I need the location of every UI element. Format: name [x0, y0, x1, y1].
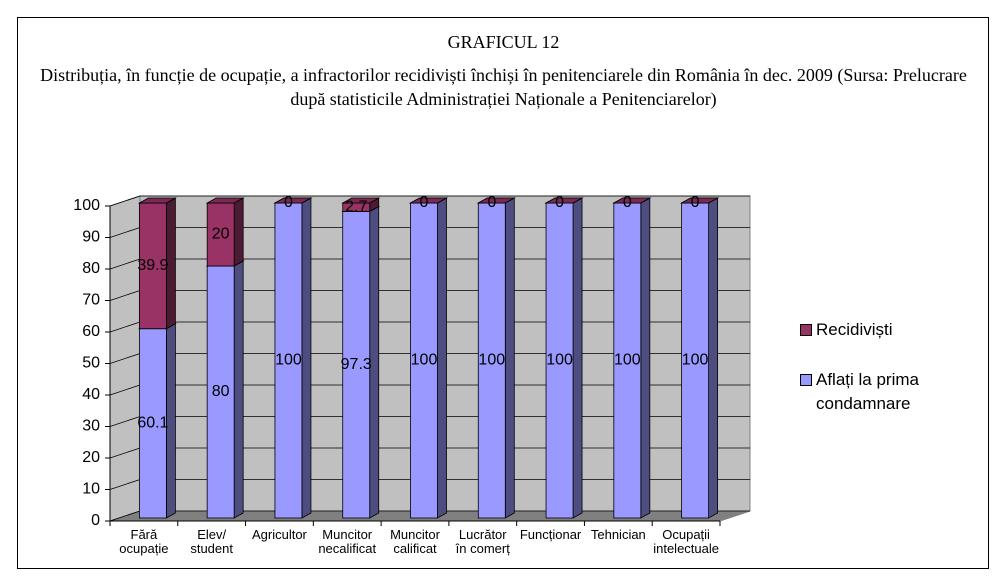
data-label: 0	[555, 194, 564, 211]
data-label: 80	[212, 383, 230, 400]
x-tick-label: Elev/student	[190, 527, 233, 556]
bar-top	[273, 197, 313, 204]
data-label: 0	[623, 194, 632, 211]
x-tick-label-line: calificat	[393, 541, 437, 556]
data-label: 100	[411, 352, 438, 369]
bar-top	[476, 197, 516, 204]
x-tick-label: Agricultor	[252, 527, 308, 542]
x-tick-label-line: în comerț	[455, 541, 511, 556]
y-tick-label: 20	[82, 449, 100, 466]
x-tick-label-line: intelectuale	[653, 541, 719, 556]
chart-title: GRAFICUL 12	[447, 32, 560, 52]
x-tick-label-line: ocupație	[119, 541, 168, 556]
x-tick-label: Muncitor calificat	[390, 527, 441, 556]
chart-frame	[17, 17, 989, 569]
bar-side	[301, 197, 312, 519]
data-label: 100	[682, 352, 709, 369]
x-tick-label: Lucrător în comerț	[455, 527, 511, 556]
bar-top	[680, 197, 720, 204]
legend-label: Aflați la prima condamnare	[816, 370, 919, 413]
bar-side	[708, 197, 719, 519]
y-tick-label: 60	[82, 323, 100, 340]
bar	[138, 202, 167, 330]
x-tick-label-line: Agricultor	[252, 527, 308, 542]
data-label: 39.9	[137, 257, 168, 274]
bar-top	[205, 197, 245, 204]
data-label: 0	[691, 194, 700, 211]
x-tick-label-line: necalificat	[318, 541, 376, 556]
data-label: 100	[546, 352, 573, 369]
y-tick-label: 40	[82, 386, 100, 403]
data-label: 2.7	[345, 198, 367, 215]
x-tick-label-line: Lucrător	[459, 527, 507, 542]
legend-swatch	[800, 374, 812, 386]
data-label: 100	[275, 352, 302, 369]
data-label: 100	[614, 352, 641, 369]
chart-subtitle: Distribuția, în funcție de ocupație, a i…	[40, 65, 967, 109]
legend-item: Recidiviști	[800, 318, 985, 342]
y-tick-label: 50	[82, 355, 100, 372]
bar-top	[341, 197, 381, 204]
y-tick-label: 0	[91, 512, 100, 529]
bar	[274, 202, 303, 519]
x-tick-label-line: Muncitor	[322, 527, 373, 542]
legend-item: Aflați la prima condamnare	[800, 368, 985, 416]
x-tick-label: Funcționar	[520, 527, 582, 542]
x-tick-label-line: Muncitor	[390, 527, 441, 542]
data-label: 97.3	[341, 356, 372, 373]
bar-side	[572, 197, 583, 519]
bar-side	[233, 197, 244, 267]
grid-line	[109, 195, 750, 207]
data-label: 0	[420, 194, 429, 211]
bar-side	[233, 260, 244, 519]
bar	[138, 328, 167, 519]
bar	[545, 202, 574, 519]
bar	[681, 202, 710, 519]
bar-top	[408, 197, 449, 204]
x-tick-label: Fără ocupație	[119, 527, 168, 556]
data-label: 0	[487, 194, 496, 211]
y-tick-label: 70	[82, 292, 100, 309]
bar-side	[640, 197, 651, 519]
data-label: 0	[284, 194, 293, 211]
x-tick-label-line: student	[190, 541, 233, 556]
legend-label: Recidiviști	[816, 320, 893, 339]
y-tick-label: 80	[82, 260, 100, 277]
legend-swatch	[800, 324, 812, 336]
bar-top	[544, 197, 584, 204]
bar-side	[437, 197, 447, 519]
bar	[206, 202, 235, 267]
x-tick-label-line: Ocupații	[662, 527, 710, 542]
x-tick-label-line: Funcționar	[520, 527, 582, 542]
x-tick-label: Muncitor necalificat	[318, 527, 376, 556]
legend: Recidiviști Aflați la prima condamnare	[800, 318, 985, 442]
y-tick-label: 90	[82, 229, 100, 246]
bar-top	[612, 197, 652, 204]
y-tick-label: 10	[82, 481, 100, 498]
x-tick-label-line: Elev/	[197, 527, 226, 542]
y-tick-label: 100	[73, 197, 100, 214]
bar	[410, 202, 438, 519]
data-label: 60.1	[137, 415, 168, 432]
x-tick-label: Tehnician	[591, 527, 646, 542]
bar-side	[504, 197, 515, 519]
y-tick-label: 30	[82, 418, 100, 435]
x-tick-label-line: Fără	[131, 527, 159, 542]
bar-top	[137, 197, 177, 204]
bar	[206, 265, 235, 519]
bar	[613, 202, 642, 519]
x-tick-label: Ocupații intelectuale	[653, 527, 719, 556]
x-tick-label-line: Tehnician	[591, 527, 646, 542]
data-label: 20	[212, 226, 230, 243]
bar	[342, 211, 371, 519]
data-label: 100	[478, 352, 505, 369]
